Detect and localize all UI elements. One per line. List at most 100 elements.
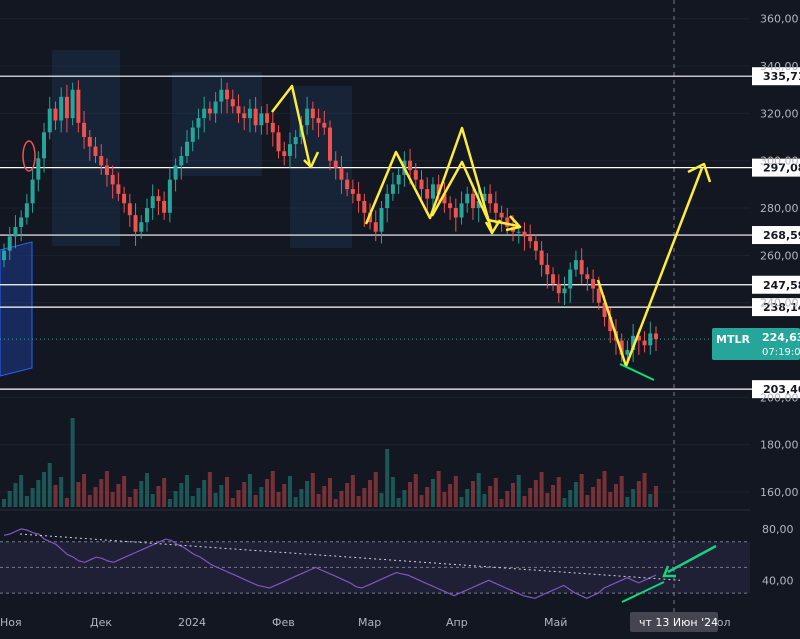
volume-bar xyxy=(150,494,155,507)
volume-bar xyxy=(270,471,275,507)
candle xyxy=(591,269,596,303)
candle xyxy=(219,77,224,114)
candle xyxy=(373,210,378,242)
candle xyxy=(619,333,624,362)
candle xyxy=(110,165,115,199)
candle xyxy=(270,111,275,147)
volume-bar xyxy=(167,499,172,507)
candle xyxy=(236,94,241,123)
candle xyxy=(36,151,41,192)
candle xyxy=(356,182,361,213)
candle-body xyxy=(545,264,550,275)
level-label-background xyxy=(752,226,800,245)
volume-bar xyxy=(482,494,487,507)
candle xyxy=(448,196,453,220)
volume-bar xyxy=(562,498,567,507)
volume-bar xyxy=(333,499,338,507)
candle-body xyxy=(230,99,235,107)
candle-body xyxy=(64,96,69,119)
volume-bar xyxy=(305,481,310,507)
candle-body xyxy=(316,118,321,123)
candle xyxy=(642,331,647,353)
volume-bar xyxy=(276,492,281,507)
candle-body xyxy=(19,217,24,227)
price-axis: 360,00 340,00 320,00 300,00 280,00 260,00 240,… xyxy=(760,13,799,588)
price-tick-label: 160,00 xyxy=(760,486,799,499)
candle-body xyxy=(488,193,493,204)
volume-bar xyxy=(408,482,413,507)
candle-body xyxy=(282,151,287,156)
time-tick-label: Мар xyxy=(358,616,381,629)
price-tick-label: 340,00 xyxy=(760,60,799,73)
candle xyxy=(390,172,395,201)
volume-bar xyxy=(104,471,109,507)
volume-bar xyxy=(390,477,395,507)
candle xyxy=(322,111,327,135)
candle-body xyxy=(70,89,75,119)
candle-body xyxy=(619,340,624,355)
candle xyxy=(259,106,264,135)
candle-body xyxy=(436,184,441,194)
candle-body xyxy=(522,231,527,237)
candle xyxy=(608,307,613,343)
candle xyxy=(265,103,270,135)
green-support-line xyxy=(619,363,655,381)
price-tick-label: 280,00 xyxy=(760,202,799,215)
candle-body xyxy=(47,108,52,133)
candle-body xyxy=(1,250,7,261)
volume-bar xyxy=(162,478,167,507)
time-tick-label: 2024 xyxy=(178,616,206,629)
yellow-arrowhead-lower xyxy=(505,215,522,232)
volume-bar xyxy=(144,473,149,507)
volume-bar xyxy=(551,485,556,507)
volume-bar xyxy=(556,477,561,507)
volume-bar xyxy=(7,491,12,507)
candle xyxy=(179,146,184,180)
candle xyxy=(568,262,573,303)
volume-bar xyxy=(19,475,24,507)
volume-bar xyxy=(459,497,464,507)
candle xyxy=(631,323,636,362)
volume-bar xyxy=(613,484,618,507)
volume-bar xyxy=(242,482,247,507)
candle-body xyxy=(653,333,659,340)
volume-bar xyxy=(350,475,355,507)
candle xyxy=(82,111,87,149)
candle xyxy=(53,101,58,130)
candle xyxy=(99,144,104,175)
volume-bar xyxy=(139,481,144,507)
volume-bar xyxy=(591,487,596,507)
candle-body xyxy=(185,141,190,156)
volume-bar xyxy=(93,487,98,507)
volume-bar xyxy=(127,497,132,507)
red-ellipse-marker xyxy=(22,140,36,172)
volume-bar xyxy=(379,493,384,507)
candle xyxy=(528,224,533,249)
yellow-arrowhead-forecast xyxy=(687,162,712,183)
candle-body xyxy=(110,174,115,185)
volume-bar xyxy=(122,476,127,507)
volume-bar xyxy=(373,472,378,507)
candles xyxy=(1,77,659,365)
candle xyxy=(162,191,167,220)
candle xyxy=(585,267,590,291)
candle-body xyxy=(13,226,18,237)
candle-body xyxy=(287,144,292,156)
volume-bar xyxy=(402,490,407,507)
ticker-price: 224,63 xyxy=(762,331,800,344)
candle-body xyxy=(648,333,653,346)
candle-body xyxy=(636,335,641,341)
candle-body xyxy=(419,179,424,190)
candle-body xyxy=(568,269,573,289)
candle xyxy=(493,191,498,225)
candle-body xyxy=(499,212,504,218)
volume-bar xyxy=(602,471,607,507)
candle-body xyxy=(585,274,590,280)
level-label: 335,71 xyxy=(763,70,800,83)
volume-bar xyxy=(1,499,7,507)
candle xyxy=(104,158,109,187)
ticker-price-tag[interactable]: MTLR 224,63 07:19:0 xyxy=(712,328,800,360)
candle xyxy=(133,203,138,246)
